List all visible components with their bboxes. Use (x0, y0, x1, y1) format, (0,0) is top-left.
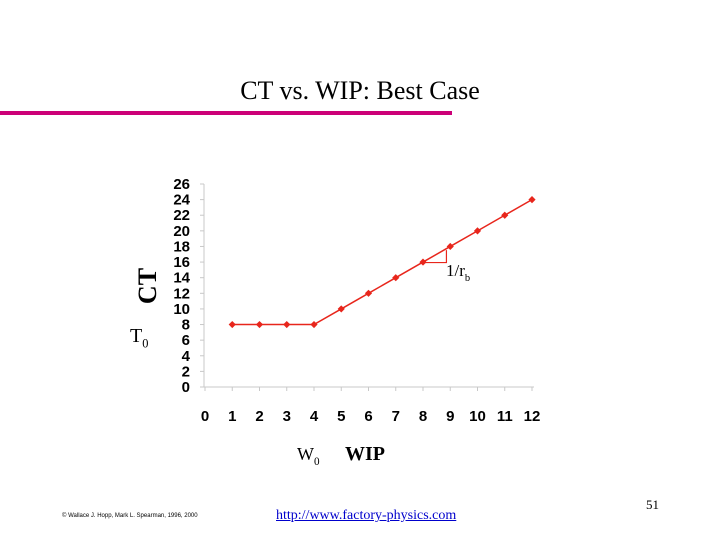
y-tick-label: 14 (173, 270, 190, 287)
y-tick-label: 16 (173, 254, 190, 271)
x-tick-label: 7 (392, 408, 400, 425)
annotation-w0-subscript: 0 (314, 456, 320, 468)
y-tick-label: 22 (173, 207, 190, 224)
title-underline (0, 111, 452, 115)
data-point (255, 320, 264, 329)
data-point (473, 227, 482, 235)
y-tick-label: 2 (182, 363, 190, 380)
annotation-w0: W0 (297, 444, 320, 468)
y-tick-label: 6 (182, 332, 190, 349)
series-line (232, 198, 533, 326)
x-tick-label: 8 (419, 408, 427, 425)
x-tick-label: 2 (255, 408, 263, 425)
slide-title: CT vs. WIP: Best Case (240, 76, 480, 105)
data-point (310, 320, 318, 329)
x-tick-label: 1 (228, 408, 236, 425)
data-point (228, 320, 236, 329)
annotation-t0: T0 (130, 325, 148, 351)
annotation-t0-base: T (130, 325, 142, 347)
y-tick-label: 26 (173, 176, 190, 193)
y-axis-title: CT (133, 268, 162, 304)
x-tick-label: 5 (337, 408, 345, 425)
data-point (528, 196, 536, 204)
y-tick-label: 12 (173, 285, 190, 302)
annotation-t0-subscript: 0 (142, 337, 148, 351)
y-tick-label: 10 (173, 301, 190, 318)
annotation-w0-base: W (297, 444, 314, 464)
x-tick-label: 10 (469, 408, 486, 425)
x-tick-label: 0 (201, 408, 209, 425)
x-tick-label: 4 (310, 408, 319, 425)
slope-triangle (423, 250, 448, 264)
y-tick-label: 18 (173, 238, 190, 255)
annotation-slope-base: 1/r (446, 261, 465, 280)
data-point (364, 289, 373, 297)
annotation-slope: 1/rb (446, 261, 470, 284)
y-tick-label: 24 (173, 192, 190, 209)
data-point (283, 320, 291, 329)
x-tick-label: 3 (283, 408, 291, 425)
data-point (446, 242, 454, 251)
page-number: 51 (646, 497, 659, 512)
y-tick-label: 0 (182, 379, 190, 396)
x-tick-label: 6 (364, 408, 372, 425)
annotation-slope-subscript: b (465, 273, 470, 284)
chart-axes (200, 183, 534, 391)
x-axis-title: WIP (345, 443, 385, 465)
data-point (501, 211, 509, 219)
y-tick-label: 4 (182, 348, 191, 365)
y-tick-label: 8 (182, 317, 190, 334)
chart-marks (228, 196, 536, 329)
data-point (337, 305, 345, 313)
copyright-notice: © Wallace J. Hopp, Mark L. Spearman, 199… (62, 513, 198, 519)
x-tick-label: 9 (446, 408, 454, 425)
x-tick-label: 11 (497, 408, 513, 425)
website-link[interactable]: http://www.factory-physics.com (276, 508, 457, 523)
y-tick-label: 20 (173, 223, 190, 240)
x-tick-label: 12 (524, 408, 541, 425)
data-point (392, 274, 400, 282)
